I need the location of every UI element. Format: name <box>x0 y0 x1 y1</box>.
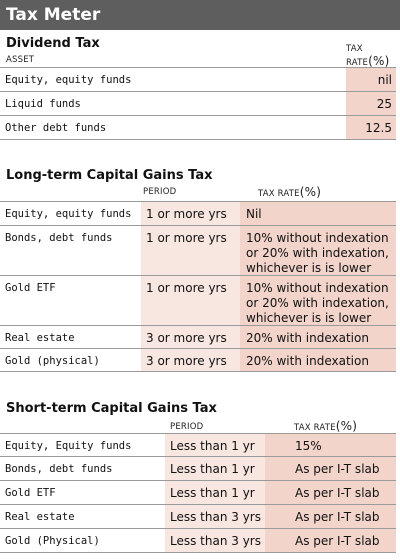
stcg-heading: Short-term Capital Gains Tax <box>6 401 217 416</box>
tax-rate-value: 10% without indexation or 20% with index… <box>240 276 396 325</box>
table-row: Liquid funds 25 <box>0 91 396 115</box>
divider <box>0 371 396 372</box>
holding-period: 3 or more yrs <box>141 326 240 348</box>
tax-rate-header-line2: RATE(%) <box>346 54 390 68</box>
asset-column-header: ASSET <box>6 55 35 65</box>
table-row: Gold (Physical) Less than 3 yrs As per I… <box>0 528 396 552</box>
page-title: Tax Meter <box>0 0 400 30</box>
tax-rate-value: Nil <box>240 202 396 225</box>
table-row: Gold (physical) 3 or more yrs 20% with i… <box>0 348 396 371</box>
asset-label: Real estate <box>5 511 75 523</box>
table-row: Real estate Less than 3 yrs As per I-T s… <box>0 504 396 528</box>
asset-label: Gold (Physical) <box>5 535 100 547</box>
asset-label: Equity, Equity funds <box>5 440 132 452</box>
tax-rate-value: As per I-T slab <box>265 529 396 552</box>
table-row: Gold ETF Less than 1 yr As per I-T slab <box>0 480 396 504</box>
tax-rate-value: As per I-T slab <box>265 481 396 504</box>
table-row: Equity, equity funds 1 or more yrs Nil <box>0 201 396 225</box>
divider <box>0 552 396 553</box>
holding-period: 1 or more yrs <box>141 202 240 225</box>
holding-period: Less than 1 yr <box>165 457 265 480</box>
table-row: Real estate 3 or more yrs 20% with index… <box>0 325 396 348</box>
dividend-heading: Dividend Tax <box>6 36 100 51</box>
tax-rate-value: nil <box>346 68 396 91</box>
table-row: Other debt funds 12.5 <box>0 115 396 139</box>
table-row: Bonds, debt funds 1 or more yrs 10% with… <box>0 225 396 275</box>
period-column-header: PERIOD <box>143 187 177 197</box>
divider <box>0 139 396 140</box>
asset-label: Bonds, debt funds <box>5 463 113 475</box>
asset-label: Gold ETF <box>5 487 56 499</box>
table-row: Gold ETF 1 or more yrs 10% without index… <box>0 275 396 325</box>
asset-label: Gold (physical) <box>5 355 100 367</box>
tax-rate-column-header: TAX RATE(%) <box>258 185 322 199</box>
holding-period: 3 or more yrs <box>141 349 240 371</box>
asset-label: Other debt funds <box>5 122 107 134</box>
tax-rate-value: As per I-T slab <box>265 505 396 528</box>
holding-period: Less than 1 yr <box>165 434 265 456</box>
period-column-header: PERIOD <box>170 422 204 432</box>
asset-label: Equity, equity funds <box>5 208 132 220</box>
tax-rate-header-line1: TAX <box>346 44 363 54</box>
asset-label: Equity, equity funds <box>5 74 132 86</box>
asset-label: Real estate <box>5 332 75 344</box>
table-row: Equity, Equity funds Less than 1 yr 15% <box>0 433 396 456</box>
holding-period: Less than 3 yrs <box>165 505 265 528</box>
tax-rate-value: 10% without indexation or 20% with index… <box>240 226 396 275</box>
asset-label: Gold ETF <box>5 282 56 294</box>
tax-rate-value: 12.5 <box>346 116 396 139</box>
table-row: Equity, equity funds nil <box>0 67 396 91</box>
holding-period: 1 or more yrs <box>141 226 240 275</box>
tax-rate-value: 20% with indexation <box>240 349 396 371</box>
tax-rate-value: As per I-T slab <box>265 457 396 480</box>
tax-rate-value: 25 <box>346 92 396 115</box>
holding-period: Less than 1 yr <box>165 481 265 504</box>
tax-rate-column-header: TAX RATE(%) <box>294 419 358 433</box>
asset-label: Bonds, debt funds <box>5 232 113 244</box>
tax-rate-value: 15% <box>265 434 396 456</box>
tax-rate-value: 20% with indexation <box>240 326 396 348</box>
table-row: Bonds, debt funds Less than 1 yr As per … <box>0 456 396 480</box>
ltcg-heading: Long-term Capital Gains Tax <box>6 168 213 183</box>
holding-period: Less than 3 yrs <box>165 529 265 552</box>
holding-period: 1 or more yrs <box>141 276 240 325</box>
asset-label: Liquid funds <box>5 98 81 110</box>
